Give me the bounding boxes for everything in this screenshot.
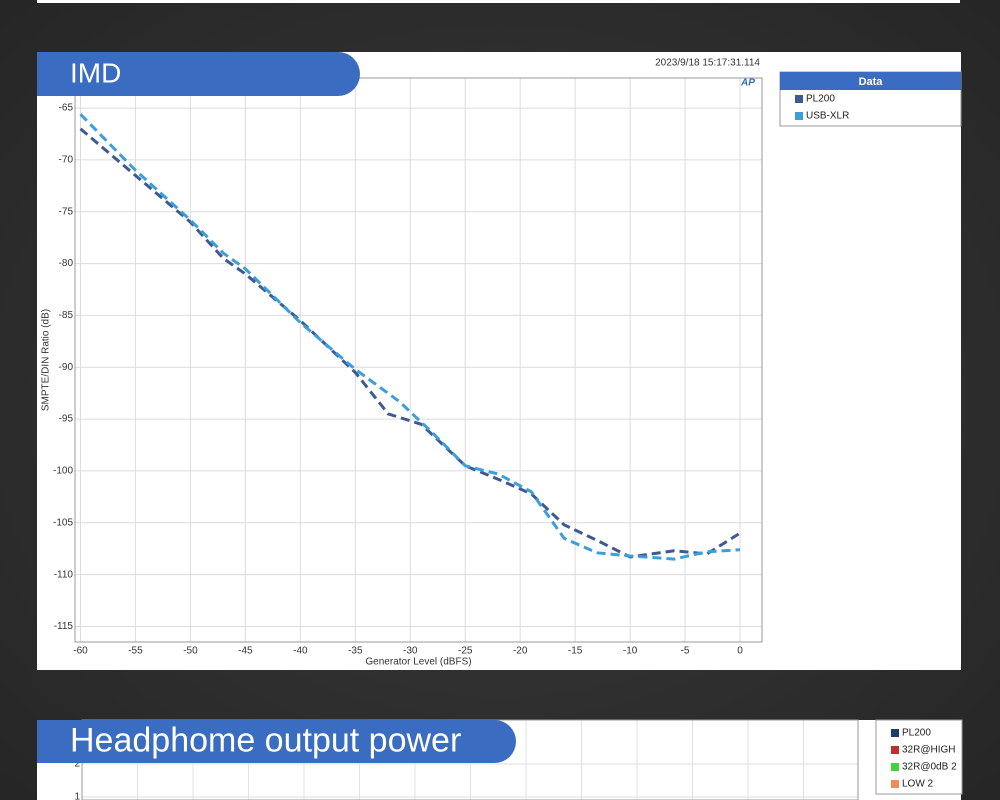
- x-tick-label: -25: [458, 646, 473, 657]
- legend-title: Data: [859, 76, 884, 88]
- y-tick-label: 2: [74, 759, 80, 770]
- x-tick-label: -20: [513, 646, 528, 657]
- chart-title: Headphome output power: [70, 721, 461, 759]
- y-tick-label: -105: [53, 517, 73, 528]
- chart-title: IMD: [70, 57, 121, 88]
- x-tick-label: -45: [238, 646, 253, 657]
- y-tick-label: -70: [59, 155, 74, 166]
- legend-label: 32R@0dB 2: [902, 762, 957, 773]
- legend-header: [780, 72, 961, 90]
- legend-swatch: [891, 780, 899, 788]
- x-tick-label: -15: [568, 646, 583, 657]
- x-tick-label: -60: [73, 646, 88, 657]
- y-tick-label: -65: [59, 103, 74, 114]
- legend-swatch: [891, 729, 899, 737]
- y-tick-label: -90: [59, 362, 74, 373]
- legend-label: USB-XLR: [806, 111, 849, 122]
- y-tick-label: -80: [59, 258, 74, 269]
- y-axis-label: SMPTE/DIN Ratio (dB): [41, 309, 52, 411]
- top-panel-edge: [37, 0, 960, 3]
- legend-label: LOW 2: [902, 779, 934, 790]
- plot-frame: [74, 77, 763, 643]
- legend-swatch: [795, 95, 803, 103]
- legend-label: PL200: [806, 94, 835, 105]
- y-tick-label: -110: [54, 569, 74, 580]
- y-tick-label: 1: [74, 792, 80, 800]
- x-tick-label: -40: [293, 646, 308, 657]
- timestamp: 2023/9/18 15:17:31.114: [655, 58, 760, 69]
- x-tick-label: -55: [128, 646, 143, 657]
- x-axis-label: Generator Level (dBFS): [365, 657, 471, 668]
- legend-swatch: [795, 112, 803, 120]
- title-banner: [37, 720, 516, 763]
- x-tick-label: -50: [183, 646, 198, 657]
- legend-swatch: [891, 746, 899, 754]
- legend-box: [875, 719, 963, 795]
- x-tick-label: 0: [737, 646, 743, 657]
- y-tick-label: -95: [59, 414, 74, 425]
- y-tick-label: -75: [59, 206, 74, 217]
- series-line: [79, 127, 741, 559]
- x-tick-label: -10: [623, 646, 638, 657]
- title-banner: [37, 52, 360, 96]
- legend-label: PL200: [902, 728, 931, 739]
- series-line: [79, 113, 741, 561]
- y-tick-label: -115: [54, 621, 74, 632]
- y-tick-label: -85: [59, 310, 74, 321]
- x-tick-label: -35: [348, 646, 363, 657]
- panel: [37, 52, 961, 670]
- logo: AP: [740, 78, 755, 89]
- legend-label: 32R@HIGH: [902, 745, 956, 756]
- x-tick-label: -5: [681, 646, 690, 657]
- x-tick-label: -30: [403, 646, 418, 657]
- y-tick-label: -100: [53, 466, 73, 477]
- legend-swatch: [891, 763, 899, 771]
